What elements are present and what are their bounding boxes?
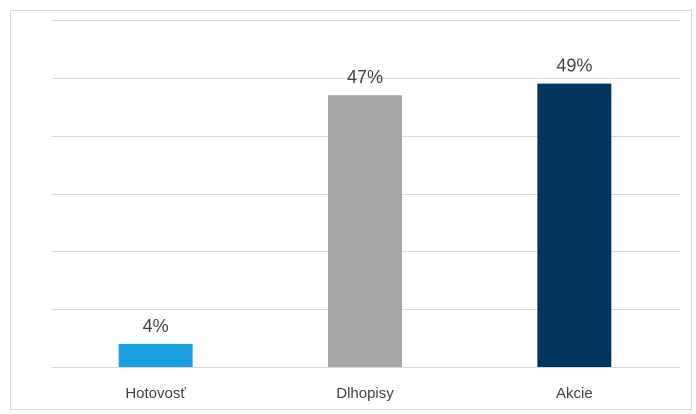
bar-2 — [328, 95, 402, 367]
bars — [118, 83, 612, 367]
x-tick-label-2: Dlhopisy — [336, 385, 394, 402]
data-label-1: 4% — [143, 316, 169, 336]
bar-3 — [537, 83, 612, 367]
bar-1 — [118, 343, 193, 367]
x-tick-label-3: Akcie — [556, 385, 593, 402]
x-tick-labels: Hotovosť Dlhopisy Akcie — [125, 385, 592, 402]
data-label-3: 49% — [556, 56, 592, 76]
data-labels: 4% 47% 49% — [143, 56, 593, 336]
data-label-2: 47% — [347, 67, 383, 87]
x-tick-label-1: Hotovosť — [125, 385, 186, 402]
